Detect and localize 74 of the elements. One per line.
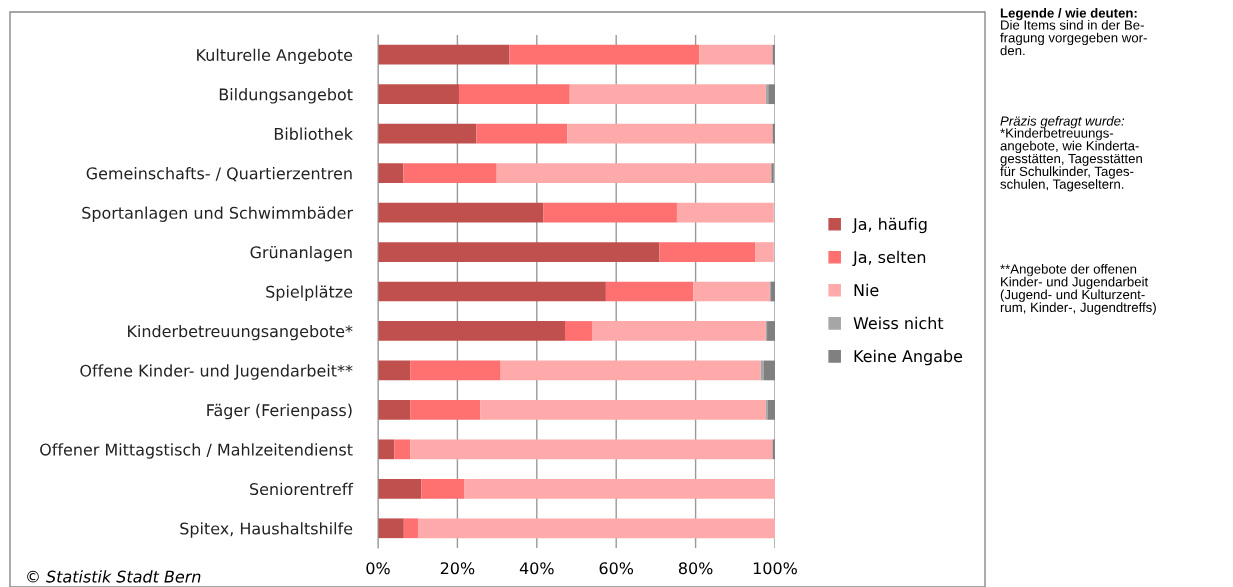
text: *Kinderbetreuungs- angebote, wie Kinderta- gesstätten, Tagesstätten für Schulkinder, Tages- schulen, Tageseltern. [1000,128,1142,192]
y-tick-label: Sportanlagen und Schwimmbäder [82,206,353,222]
bar [378,84,459,105]
y-tick-label: Seniorentreff [250,482,354,496]
bar [763,360,775,381]
y-tick-label: Spielplätze [266,285,353,301]
bar [496,163,772,183]
bar [564,321,592,341]
text: **Angebote der offenen Kinder- und Jugendarbeit (Jugend- und Kulturzent- rum, Kinder-, Jugendtreffs) [1000,264,1156,315]
bar [378,360,411,381]
bar [676,202,774,223]
bar [378,439,395,460]
bar [378,478,422,499]
bar [464,478,775,499]
legend-label: Nie [854,283,879,297]
bar [378,518,404,539]
x-tick-label: 40% [519,562,554,575]
bar [693,281,770,302]
bar [509,44,700,65]
bar [378,202,544,223]
bar [403,518,419,539]
y-tick-label: Bibliothek [274,127,353,140]
x-tick-label: 60% [599,562,634,575]
bar [403,163,497,183]
bar [567,123,773,144]
bar [755,242,774,262]
bar [659,242,756,262]
bar [699,44,773,65]
y-tick-label: Kulturelle Angebote [197,48,353,65]
bar [767,321,775,341]
bar [480,400,766,420]
bar [410,400,481,420]
y-tick-label: Offene Kinder- und Jugendarbeit** [80,364,353,380]
legend-label: Keine Angabe [854,349,963,366]
text: © Statistik Stadt Bern [27,570,201,583]
y-tick-label: Spitex, Haushaltshilfe [180,522,353,538]
bar [605,281,694,302]
bar [476,123,568,144]
legend-label: Weiss nicht [853,316,944,330]
text: Legende / wie deuten: [1000,8,1137,21]
bar [543,202,677,223]
bar [458,84,570,105]
x-tick-label: 0% [366,562,390,575]
bar [768,84,775,105]
bar [771,163,774,183]
text: Präzis gefragt wurde: [1000,116,1125,129]
bar [569,84,766,105]
bar [410,360,501,381]
y-tick-label: Offener Mittagstisch / Mahlzeitendienst [40,443,353,459]
text: Die Items sind in der Be- fragung vorgegeben wor- den. [1000,20,1147,56]
bar [410,439,773,460]
bar [378,163,404,183]
bar [378,44,510,65]
y-tick-label: Gemeinschafts- / Quartierzentren [86,167,352,182]
bar [767,400,775,420]
bar [378,400,411,420]
bar [394,439,411,460]
bar [378,242,660,262]
x-tick-label: 20% [440,562,475,575]
bar [421,478,465,499]
x-tick-label: 80% [678,562,713,575]
y-tick-label: Bildungsangebot [219,88,353,104]
bar [418,518,775,539]
x-tick-label: 100% [753,562,797,575]
legend-label: Ja, häufig [852,217,927,234]
y-tick-label: Grünanlagen [250,245,352,262]
legend-label: Ja, selten [852,250,926,267]
bar [500,360,761,381]
y-tick-label: Kinderbetreuungsangebote* [128,324,353,341]
bar [378,321,565,341]
y-tick-label: Fäger (Ferienpass) [207,403,352,420]
bar [378,123,477,144]
bar [378,281,606,302]
bar [591,321,766,341]
